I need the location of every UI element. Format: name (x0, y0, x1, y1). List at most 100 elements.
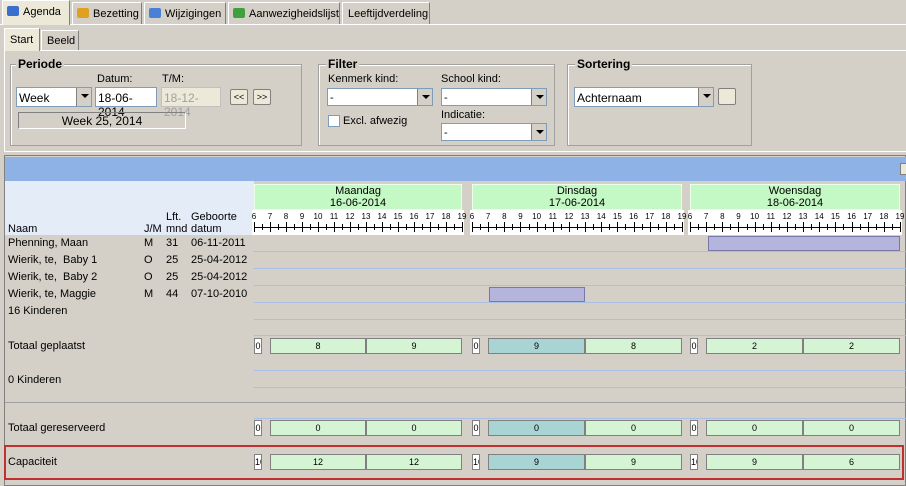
booking-bar (489, 287, 585, 302)
column-header: datum (191, 223, 222, 235)
dropdown-button[interactable] (531, 124, 546, 140)
hour-tick (318, 222, 319, 232)
tab[interactable]: Agenda (2, 0, 70, 25)
header-area (5, 181, 254, 235)
total-cell: 0 (585, 420, 682, 436)
dropdown-button[interactable] (76, 88, 91, 106)
hour-label: 6 (251, 212, 257, 221)
mode-select[interactable]: Week (16, 87, 92, 107)
indicatie-select[interactable]: - (441, 123, 547, 141)
row-line (254, 285, 906, 286)
child-gender: O (144, 271, 153, 283)
sort-direction-button[interactable] (718, 88, 736, 105)
checkbox-label[interactable]: Excl. afwezig (343, 115, 408, 127)
prev-button[interactable]: << (230, 89, 248, 105)
sortering-group (567, 64, 752, 146)
row-line (254, 251, 906, 252)
half-tick (262, 224, 263, 230)
total-cell: 0 (488, 420, 585, 436)
hour-tick (382, 222, 383, 232)
dropdown-button[interactable] (417, 89, 432, 105)
next-button[interactable]: >> (253, 89, 271, 105)
hour-tick (430, 222, 431, 232)
sort-select[interactable]: Achternaam (574, 87, 714, 107)
school-select[interactable]: - (441, 88, 547, 106)
tab[interactable]: Bezetting (72, 2, 142, 24)
row-line (254, 302, 906, 303)
hour-tick (504, 222, 505, 232)
hour-label: 7 (267, 212, 273, 221)
hour-tick (682, 222, 683, 232)
datum-input[interactable]: 18-06-2014 (95, 87, 157, 119)
column-header: Geboorte (191, 211, 237, 223)
hour-tick (350, 222, 351, 232)
hour-label: 14 (596, 212, 606, 221)
dropdown-button[interactable] (698, 88, 713, 106)
hour-tick (537, 222, 538, 232)
hour-tick (738, 222, 739, 232)
row-line (254, 319, 906, 320)
child-gender: M (144, 288, 154, 300)
half-tick (892, 224, 893, 230)
header-button[interactable] (900, 163, 906, 175)
hour-tick (868, 222, 869, 232)
column-header: mnd (166, 223, 188, 235)
hour-label: 6 (469, 212, 475, 221)
hour-tick (650, 222, 651, 232)
row-line (254, 268, 906, 269)
dropdown-button[interactable] (531, 89, 546, 105)
hour-tick (446, 222, 447, 232)
total-cell: 2 (803, 338, 900, 354)
total-cell: 12 (270, 454, 366, 470)
booking-bar (708, 236, 900, 251)
child-age: 44 (166, 288, 179, 300)
half-tick (843, 224, 844, 230)
total-cell: 0 (803, 420, 900, 436)
label: Kenmerk kind: (328, 73, 399, 85)
row-label: Totaal geplaatst (8, 340, 86, 352)
child-name: Phenning, Maan (8, 237, 89, 249)
checkbox[interactable] (328, 115, 340, 127)
day-date: 18-06-2014 (766, 197, 824, 209)
group-title: Periode (16, 57, 65, 71)
hour-tick (884, 222, 885, 232)
day-date: 16-06-2014 (329, 197, 387, 209)
half-tick (674, 224, 675, 230)
hour-label: 17 (645, 212, 655, 221)
half-tick (625, 224, 626, 230)
hour-label: 18 (661, 212, 671, 221)
tab[interactable]: Leeftijdverdeling (342, 2, 430, 24)
day-name: Dinsdag (556, 185, 598, 197)
half-tick (795, 224, 796, 230)
hour-tick (286, 222, 287, 232)
half-tick (876, 224, 877, 230)
half-tick (454, 224, 455, 230)
row-label: 0 Kinderen (8, 374, 62, 386)
select-value: - (444, 127, 448, 139)
hour-tick (553, 222, 554, 232)
ruler-bg (470, 210, 684, 235)
child-name: Wierik, te, Maggie (8, 288, 97, 300)
kenmerk-select[interactable]: - (327, 88, 433, 106)
hour-label: 10 (532, 212, 542, 221)
filter-group (318, 64, 555, 146)
subtab-beeld[interactable]: Beeld (41, 30, 79, 50)
half-tick (561, 224, 562, 230)
tab[interactable]: Aanwezigheidslijst (228, 2, 340, 24)
child-birthdate: 07-10-2010 (191, 288, 248, 300)
hour-label: 9 (518, 212, 523, 221)
hour-tick (414, 222, 415, 232)
total-cell: 0 (472, 420, 480, 436)
hour-label: 18 (879, 212, 889, 221)
tab-line (0, 24, 906, 25)
hour-label: 12 (345, 212, 355, 221)
subtab-start[interactable]: Start (4, 28, 40, 51)
half-tick (390, 224, 391, 230)
tab[interactable]: Wijzigingen (144, 2, 226, 24)
hour-label: 18 (441, 212, 451, 221)
row-line (254, 418, 906, 419)
half-tick (714, 224, 715, 230)
hour-tick (755, 222, 756, 232)
section-divider (5, 402, 906, 403)
